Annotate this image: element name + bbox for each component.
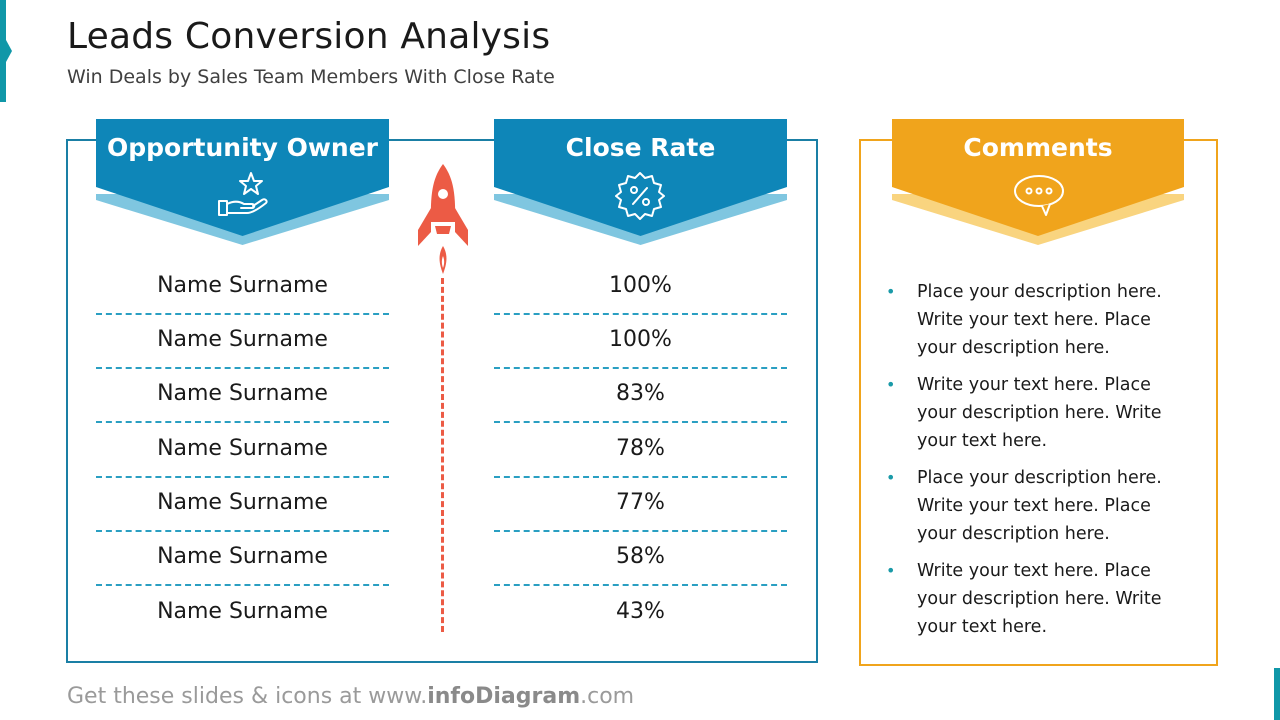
main-table-panel bbox=[66, 139, 818, 663]
bullet-icon: • bbox=[886, 375, 896, 394]
bullet-icon: • bbox=[886, 468, 896, 487]
owner-banner: Opportunity Owner bbox=[96, 119, 389, 247]
rate-heading: Close Rate bbox=[565, 133, 716, 162]
row-divider bbox=[494, 313, 787, 315]
footer-suffix: .com bbox=[580, 684, 635, 709]
row-divider bbox=[96, 421, 389, 423]
comment-text: Write your text here. Place your descrip… bbox=[917, 375, 1162, 451]
rate-banner: Close Rate bbox=[494, 119, 787, 247]
close-rate: 100% bbox=[609, 273, 672, 298]
owner-name: Name Surname bbox=[157, 273, 328, 298]
comment-item: • Place your description here. Write your… bbox=[884, 464, 1174, 548]
owner-name: Name Surname bbox=[157, 436, 328, 461]
row-divider bbox=[96, 476, 389, 478]
close-rate: 58% bbox=[616, 544, 665, 569]
owner-name: Name Surname bbox=[157, 381, 328, 406]
rocket-icon bbox=[416, 164, 470, 282]
corner-accent-bar bbox=[1274, 668, 1280, 720]
owner-name: Name Surname bbox=[157, 599, 328, 624]
comment-text: Write your text here. Place your descrip… bbox=[917, 561, 1162, 637]
owner-name: Name Surname bbox=[157, 544, 328, 569]
close-rate: 43% bbox=[616, 599, 665, 624]
row-divider bbox=[96, 584, 389, 586]
close-rate: 100% bbox=[609, 327, 672, 352]
row-divider bbox=[494, 530, 787, 532]
comment-text: Place your description here. Write your … bbox=[917, 468, 1162, 544]
footer-credit: Get these slides & icons at www.infoDiag… bbox=[67, 684, 634, 709]
comments-banner: Comments bbox=[892, 119, 1184, 247]
close-rate: 83% bbox=[616, 381, 665, 406]
row-divider bbox=[96, 530, 389, 532]
accent-notch bbox=[6, 40, 12, 62]
row-divider bbox=[96, 313, 389, 315]
page-subtitle: Win Deals by Sales Team Members With Clo… bbox=[67, 66, 555, 88]
bullet-icon: • bbox=[886, 282, 896, 301]
rocket-trail bbox=[441, 278, 444, 632]
owner-name: Name Surname bbox=[157, 327, 328, 352]
owner-heading: Opportunity Owner bbox=[106, 133, 379, 162]
close-rate: 78% bbox=[616, 436, 665, 461]
accent-bar bbox=[0, 0, 6, 102]
comments-list: • Place your description here. Write your… bbox=[884, 278, 1174, 650]
owner-name: Name Surname bbox=[157, 490, 328, 515]
row-divider bbox=[494, 421, 787, 423]
comments-heading: Comments bbox=[963, 133, 1113, 162]
row-divider bbox=[494, 367, 787, 369]
row-divider bbox=[494, 476, 787, 478]
row-divider bbox=[96, 367, 389, 369]
page-title: Leads Conversion Analysis bbox=[67, 16, 551, 57]
comment-item: • Write your text here. Place your descri… bbox=[884, 371, 1174, 455]
close-rate: 77% bbox=[616, 490, 665, 515]
row-divider bbox=[494, 584, 787, 586]
footer-brand: infoDiagram bbox=[427, 684, 581, 709]
bullet-icon: • bbox=[886, 561, 896, 580]
footer-prefix: Get these slides & icons at www. bbox=[67, 684, 428, 709]
comment-text: Place your description here. Write your … bbox=[917, 282, 1162, 358]
comment-item: • Place your description here. Write your… bbox=[884, 278, 1174, 362]
comment-item: • Write your text here. Place your descri… bbox=[884, 557, 1174, 641]
